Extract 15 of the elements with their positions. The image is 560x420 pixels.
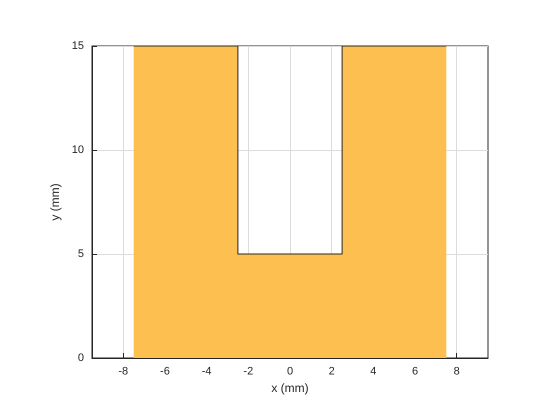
- x-tick-label: 4: [370, 366, 376, 378]
- x-tick-label: -6: [160, 366, 170, 378]
- y-axis-title: y (mm): [48, 183, 62, 221]
- x-tick-label: 0: [286, 366, 294, 378]
- x-tick-label: -2: [243, 366, 254, 378]
- y-tick-label: 0: [78, 352, 84, 364]
- x-tick-label: 6: [412, 366, 418, 378]
- x-tick-label: -4: [202, 366, 212, 378]
- x-tick-label: -8: [118, 366, 128, 378]
- x-axis-title: x (mm): [271, 380, 309, 395]
- x-tick-label: 8: [454, 366, 460, 378]
- y-tick-label: 10: [72, 144, 84, 156]
- y-tick-label: 15: [72, 40, 84, 52]
- y-tick-label: 5: [78, 248, 84, 260]
- x-tick-label: 2: [328, 366, 335, 378]
